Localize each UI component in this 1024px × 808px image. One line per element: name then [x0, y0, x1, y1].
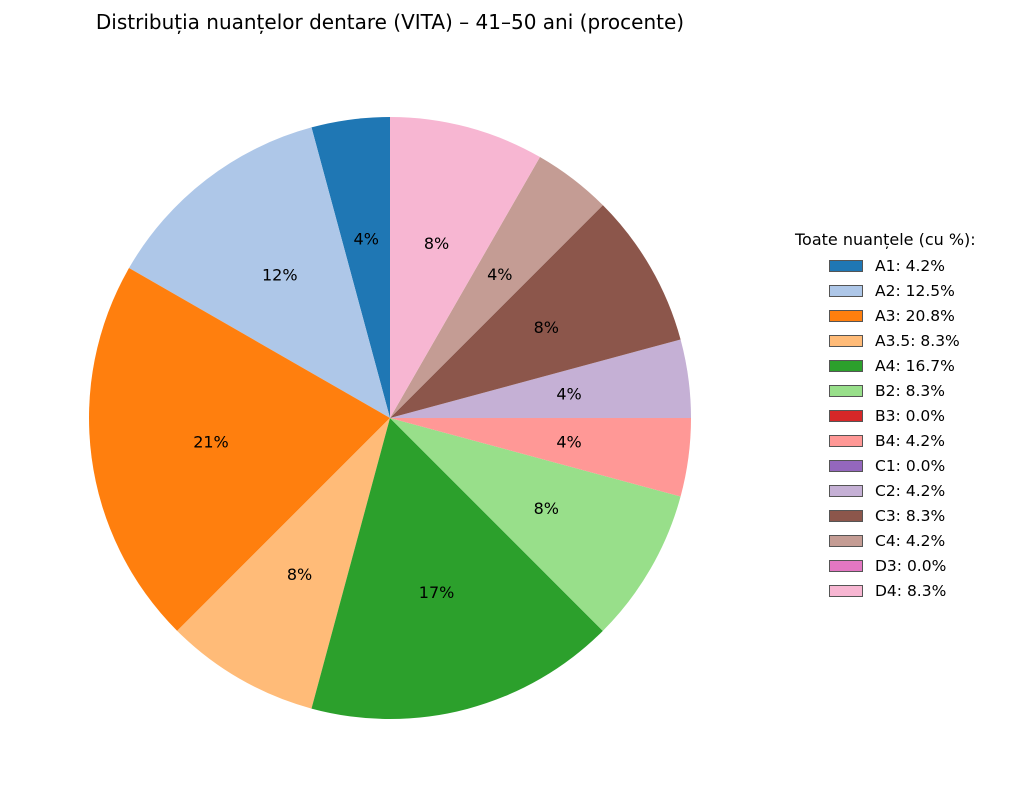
legend-label: A1: 4.2% [875, 256, 945, 275]
legend-item-b4: B4: 4.2% [829, 428, 976, 453]
pie-slice-a4 [311, 418, 603, 719]
legend-item-c1: C1: 0.0% [829, 453, 976, 478]
slice-label-c2: 4% [556, 385, 581, 404]
chart-title: Distribuția nuanțelor dentare (VITA) – 4… [95, 10, 685, 34]
legend-label: A4: 16.7% [875, 356, 955, 375]
pie-chart: 4% 12% 21% 8% 17% 8% 4% 4% 8% 4% 8% [89, 117, 691, 719]
slice-label-a2: 12% [262, 265, 298, 284]
legend-item-a2: A2: 12.5% [829, 278, 976, 303]
pie-slice-b2 [390, 418, 681, 631]
legend-item-c3: C3: 8.3% [829, 503, 976, 528]
pie-slice-c4 [390, 157, 603, 418]
slice-label-a3: 21% [193, 432, 229, 451]
pie-slice-c3 [390, 205, 681, 418]
legend-label: A3: 20.8% [875, 306, 955, 325]
slice-label-a3-5: 8% [287, 565, 312, 584]
legend-swatch [829, 509, 863, 522]
slice-label-a4: 17% [419, 583, 455, 602]
legend-item-c2: C2: 4.2% [829, 478, 976, 503]
legend-item-a1: A1: 4.2% [829, 253, 976, 278]
legend-swatch [829, 459, 863, 472]
legend-swatch [829, 434, 863, 447]
pie-slice-b4 [390, 418, 691, 497]
legend-swatch [829, 284, 863, 297]
slice-label-d4: 8% [424, 234, 449, 253]
slice-label-c3: 8% [534, 318, 559, 337]
legend-swatch [829, 409, 863, 422]
legend-swatch [829, 334, 863, 347]
legend-item-b2: B2: 8.3% [829, 378, 976, 403]
legend-label: A3.5: 8.3% [875, 331, 960, 350]
legend-label: B3: 0.0% [875, 406, 946, 425]
pie-slice-a2 [129, 127, 390, 418]
pie-slice-d4 [390, 117, 540, 418]
legend-item-a3: A3: 20.8% [829, 303, 976, 328]
pie-slice-a3-5 [177, 418, 390, 709]
legend-item-a3-5: A3.5: 8.3% [829, 328, 976, 353]
legend-item-b3: B3: 0.0% [829, 403, 976, 428]
legend-label: A2: 12.5% [875, 281, 955, 300]
legend-swatch [829, 584, 863, 597]
legend-swatch [829, 259, 863, 272]
legend-label: B2: 8.3% [875, 381, 946, 400]
legend-label: C3: 8.3% [875, 506, 946, 525]
legend-item-d3: D3: 0.0% [829, 553, 976, 578]
legend-item-c4: C4: 4.2% [829, 528, 976, 553]
legend-swatch [829, 384, 863, 397]
pie-slice-a3 [89, 268, 390, 631]
slice-label-c4: 4% [487, 265, 512, 284]
legend-item-d4: D4: 8.3% [829, 578, 976, 603]
slice-label-a1: 4% [354, 229, 379, 248]
slice-label-b4: 4% [556, 432, 581, 451]
legend-label: C2: 4.2% [875, 481, 946, 500]
legend-swatch [829, 559, 863, 572]
legend-title: Toate nuanțele (cu %): [795, 230, 976, 249]
legend-label: D3: 0.0% [875, 556, 947, 575]
legend-items: A1: 4.2% A2: 12.5% A3: 20.8% A3.5: 8.3% A4: … [795, 253, 976, 603]
pie-slice-c2 [390, 339, 691, 418]
slice-label-b2: 8% [534, 499, 559, 518]
legend-label: B4: 4.2% [875, 431, 946, 450]
legend-swatch [829, 309, 863, 322]
legend-swatch [829, 534, 863, 547]
legend: Toate nuanțele (cu %): A1: 4.2% A2: 12.5%… [795, 230, 976, 603]
pie-slice-a1 [311, 117, 390, 418]
legend-swatch [829, 359, 863, 372]
legend-label: C4: 4.2% [875, 531, 946, 550]
legend-swatch [829, 484, 863, 497]
legend-label: D4: 8.3% [875, 581, 947, 600]
legend-label: C1: 0.0% [875, 456, 946, 475]
legend-item-a4: A4: 16.7% [829, 353, 976, 378]
